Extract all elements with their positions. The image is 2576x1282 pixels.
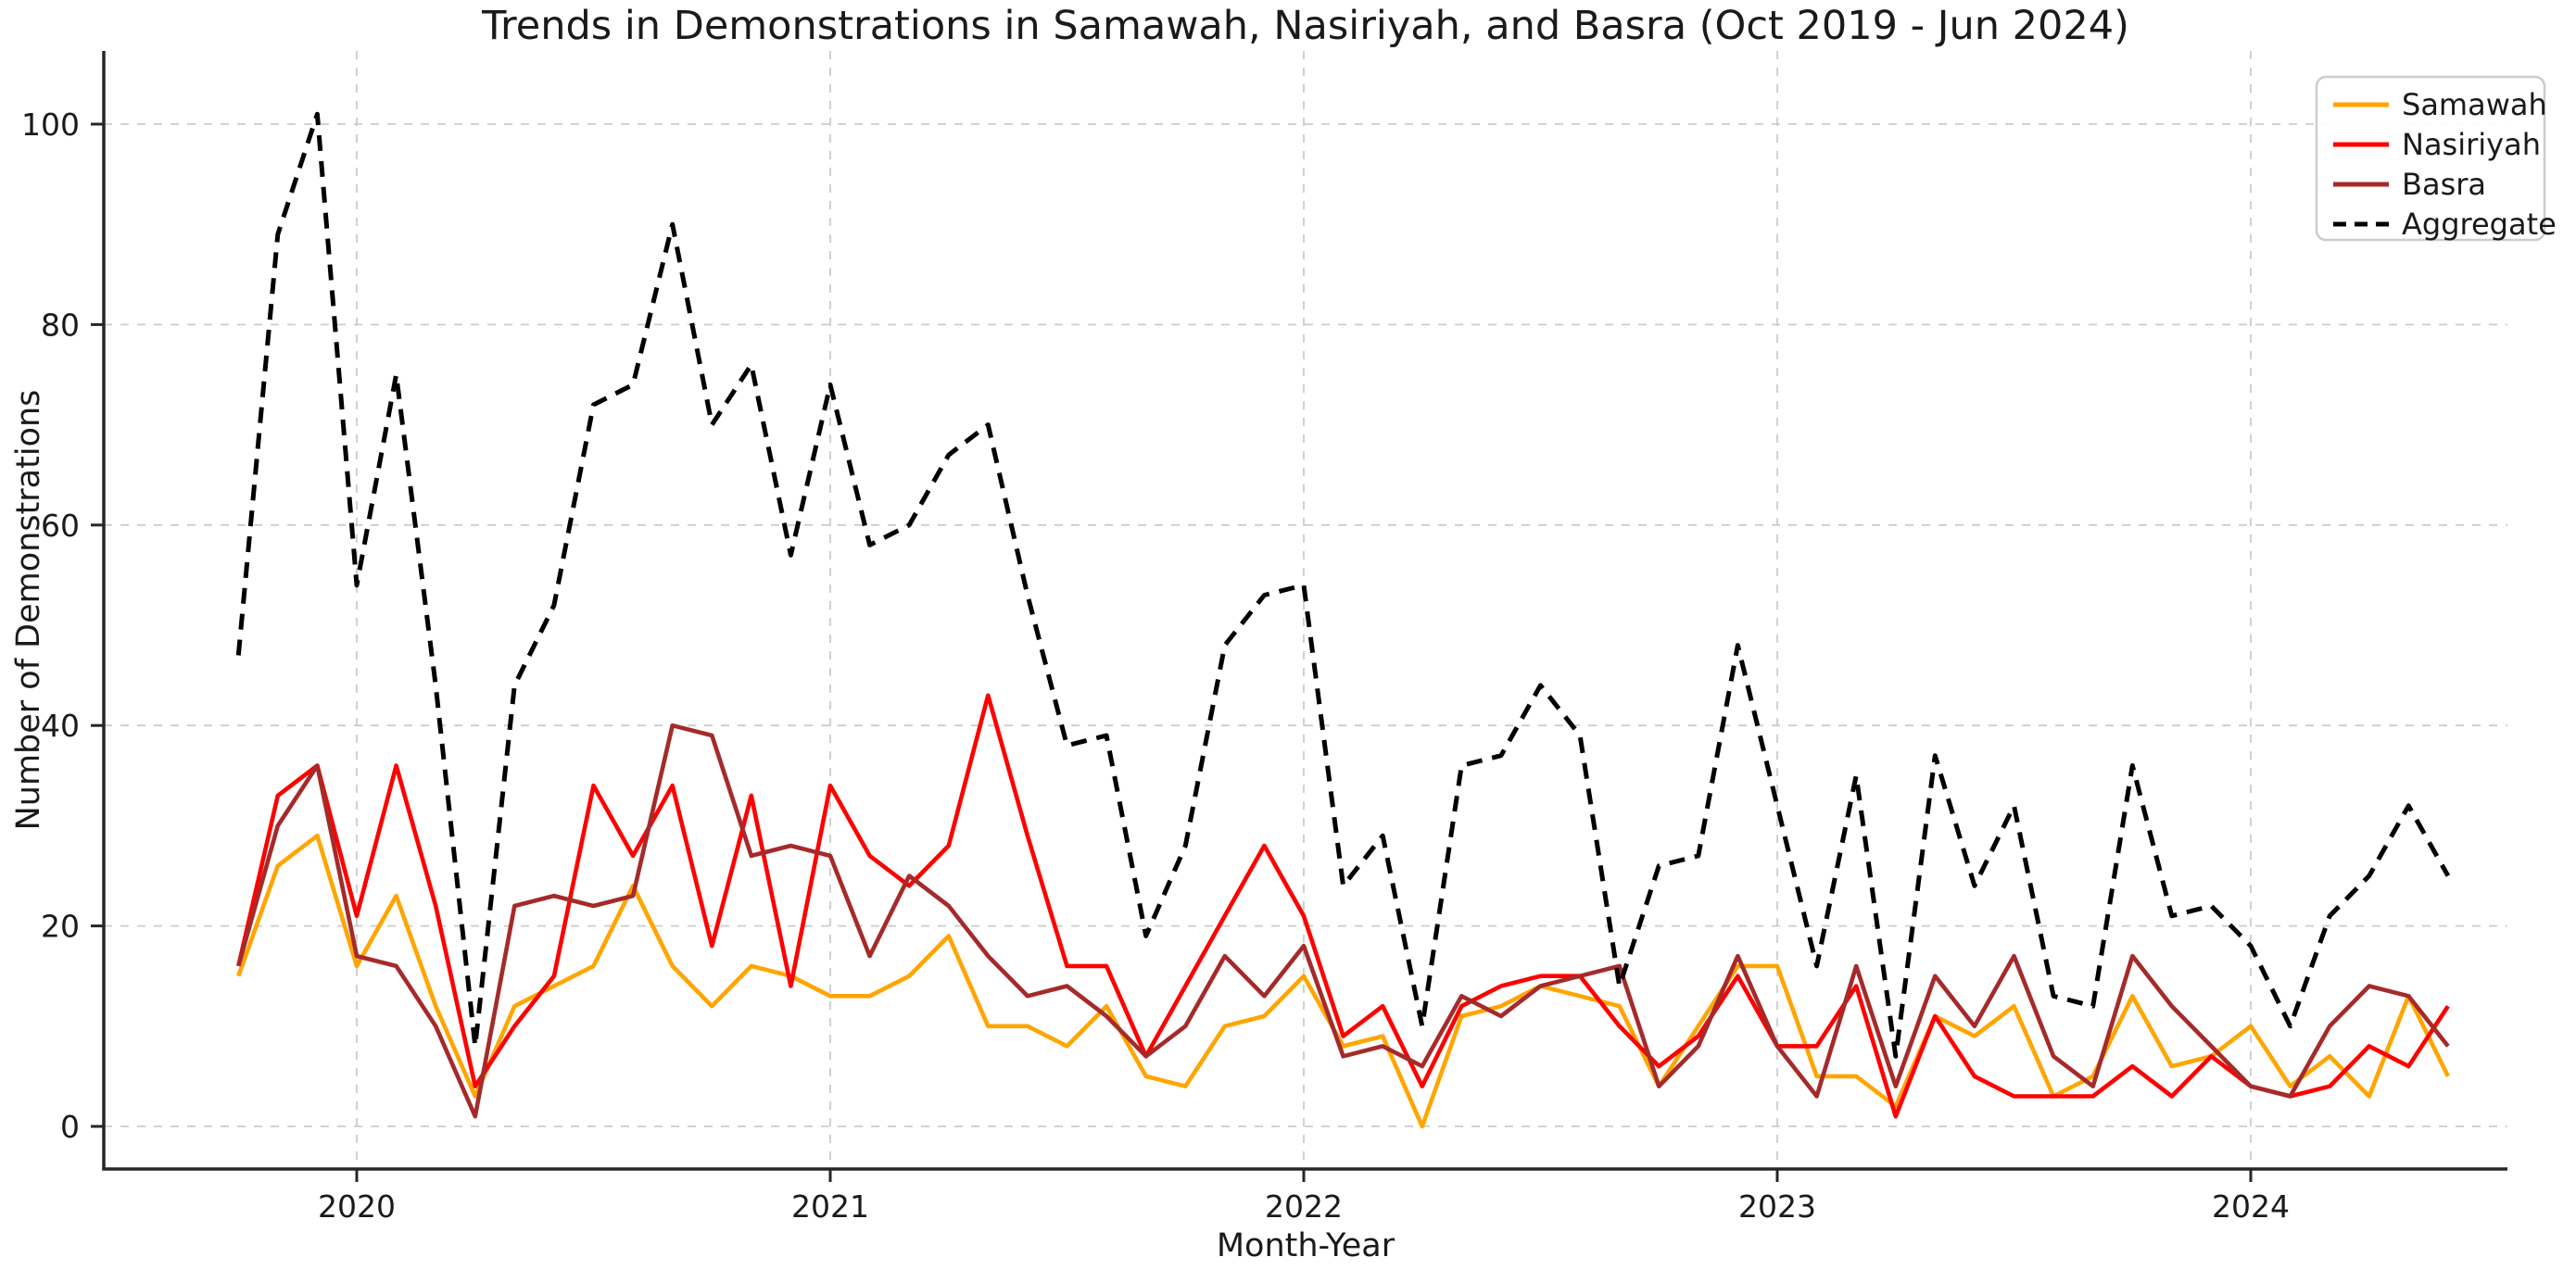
legend-label-nasiriyah: Nasiriyah bbox=[2402, 127, 2541, 162]
y-axis-label: Number of Demonstrations bbox=[10, 390, 47, 831]
x-tick-label: 2024 bbox=[2212, 1188, 2290, 1225]
series-aggregate-line bbox=[235, 111, 2451, 1059]
legend-label-aggregate: Aggregate bbox=[2402, 207, 2557, 242]
series-basra-line bbox=[236, 723, 2450, 1119]
x-tick-label: 2021 bbox=[791, 1188, 869, 1225]
y-tick-label: 40 bbox=[41, 708, 80, 744]
y-tick-label: 80 bbox=[41, 307, 80, 343]
x-tick-label: 2020 bbox=[318, 1188, 396, 1225]
series-samawah-line bbox=[236, 833, 2450, 1129]
legend-box bbox=[2315, 75, 2546, 242]
y-tick-label: 100 bbox=[21, 107, 80, 143]
y-tick-label: 60 bbox=[41, 508, 80, 544]
y-tick-label: 0 bbox=[60, 1109, 80, 1145]
legend-label-basra: Basra bbox=[2402, 167, 2486, 202]
x-tick-label: 2022 bbox=[1265, 1188, 1343, 1225]
chart-title: Trends in Demonstrations in Samawah, Nas… bbox=[481, 3, 2129, 49]
x-axis-label: Month-Year bbox=[1217, 1227, 1395, 1264]
y-tick-label: 20 bbox=[41, 909, 80, 945]
legend-label-samawah: Samawah bbox=[2402, 87, 2547, 122]
x-tick-label: 2023 bbox=[1738, 1188, 1816, 1225]
series-nasiriyah-line bbox=[236, 693, 2450, 1119]
